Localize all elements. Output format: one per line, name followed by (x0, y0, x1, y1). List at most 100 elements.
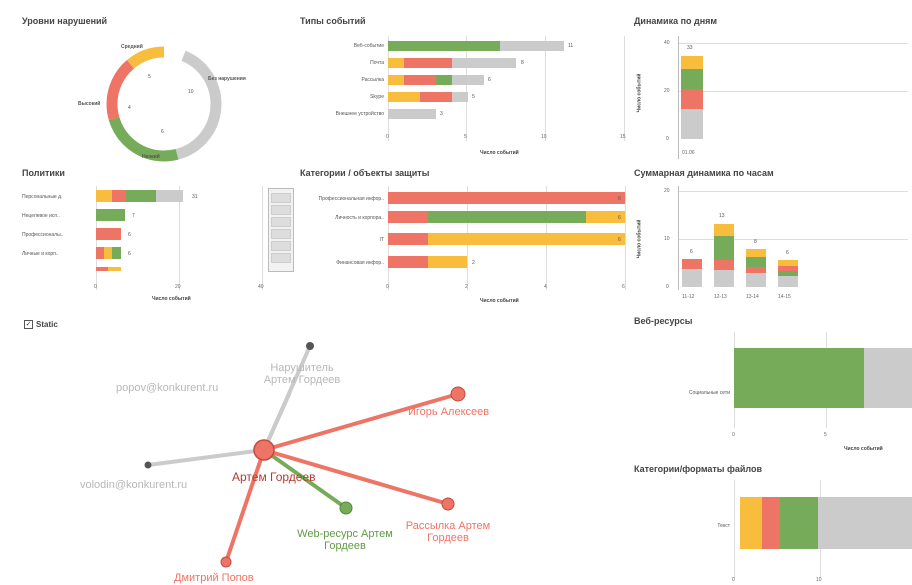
policies-panel: Политики Персональные д. 31 Нецелевое ис… (22, 168, 297, 308)
hourly-tick-10: 10 (664, 236, 670, 242)
category-axis-title: Число событий (480, 298, 519, 304)
hourly-value-14-15: 6 (786, 250, 789, 256)
policy-value-misuse: 7 (132, 213, 135, 219)
hourly-bar-13-14[interactable] (746, 249, 766, 287)
node-mailing (441, 497, 455, 511)
category-tick-4: 4 (544, 284, 547, 290)
type-value-device: 3 (440, 111, 443, 117)
categories-panel: Категории / объекты защиты Профессиональ… (300, 168, 630, 308)
hourly-bar-12-13[interactable] (714, 224, 734, 287)
node-volodin (144, 461, 152, 469)
event-types-panel: Типы событий Веб-событие 11 Почта 8 Расс… (300, 16, 630, 166)
hourly-bar-11-12[interactable] (682, 259, 702, 287)
web-tick-0: 0 (732, 432, 735, 438)
policy-axis-title: Число событий (152, 296, 191, 302)
level-label-low: Низкий (142, 154, 160, 160)
category-label-prof: Профессиональная инфор.. (318, 196, 384, 202)
daily-ylabel: Число событий (636, 73, 643, 113)
hourly-tick-0: 0 (666, 284, 669, 290)
type-bar-mail[interactable] (388, 58, 516, 68)
category-tick-0: 0 (386, 284, 389, 290)
hourly-title: Суммарная динамика по часам (634, 168, 774, 178)
daily-tick-0: 0 (666, 136, 669, 142)
type-label-web: Веб-событие (353, 43, 384, 49)
policy-tick-0: 0 (94, 284, 97, 290)
type-value-mailing: 6 (488, 77, 491, 83)
daily-bar[interactable] (681, 56, 703, 139)
files-bar-text[interactable] (740, 497, 912, 549)
policy-value-private: 6 (128, 251, 131, 257)
hourly-xlabel-12-13: 12-13 (714, 294, 727, 300)
hourly-bar-14-15[interactable] (778, 260, 798, 287)
node-center (253, 439, 275, 461)
web-bar-social[interactable] (734, 348, 912, 408)
category-bar-prof[interactable] (388, 192, 625, 204)
files-tick-10: 10 (816, 577, 822, 583)
web-title: Веб-ресурсы (634, 316, 693, 326)
categories-title: Категории / объекты защиты (300, 168, 430, 178)
daily-title: Динамика по дням (634, 16, 718, 26)
static-checkbox[interactable]: ✓ (24, 319, 33, 329)
policy-label-misuse: Нецелевое исп.. (22, 213, 60, 219)
violation-levels-donut[interactable] (22, 24, 272, 174)
level-value-low: 6 (161, 129, 164, 135)
policy-bar-prof[interactable] (96, 228, 121, 240)
level-value-medium: 5 (148, 74, 151, 80)
policy-bar-misuse[interactable] (96, 209, 125, 221)
policy-label-private: Личные и корп.. (22, 251, 59, 257)
type-label-mail: Почта (370, 60, 384, 66)
node-label-popov: popov@konkurent.ru (116, 382, 219, 394)
daily-tick-40: 40 (664, 40, 670, 46)
type-tick-10: 10 (541, 134, 547, 140)
category-bar-it[interactable] (388, 233, 625, 245)
policies-scrollbar[interactable] (268, 188, 294, 272)
node-label-web: Web-ресурс Артем Гордеев (297, 528, 393, 552)
policy-label-prof: Профессионалы.. (22, 232, 64, 238)
web-row-label: Социальные сети (688, 390, 730, 396)
type-tick-0: 0 (386, 134, 389, 140)
daily-xlabel: 01.06 (682, 150, 695, 156)
type-bar-device[interactable] (388, 109, 436, 119)
category-bar-fin[interactable] (388, 256, 467, 268)
web-axis-title: Число событий (844, 446, 883, 452)
node-label-alekseev: Игорь Алексеев (408, 406, 490, 418)
policy-value-personal: 31 (192, 194, 198, 200)
network-graph[interactable]: Артем Гордеев Нарушитель Артем Гордеев p… (0, 330, 630, 585)
static-checkbox-row[interactable]: ✓ Static (24, 318, 58, 330)
policy-tick-20: 20 (175, 284, 181, 290)
node-label-popov-name: Дмитрий Попов (174, 572, 254, 584)
category-tick-2: 2 (465, 284, 468, 290)
type-tick-5: 5 (464, 134, 467, 140)
event-types-title: Типы событий (300, 16, 366, 26)
network-edges (144, 342, 466, 568)
level-label-medium: Средний (121, 44, 143, 50)
category-bar-personal[interactable] (388, 211, 625, 223)
hourly-xlabel-13-14: 13-14 (746, 294, 759, 300)
type-bar-web[interactable] (388, 41, 564, 51)
category-value-fin: 2 (472, 260, 475, 266)
web-resources-panel: Веб-ресурсы Социальные сети 0 5 Число со… (634, 316, 912, 456)
hourly-value-11-12: 6 (690, 249, 693, 255)
daily-value: 33 (687, 45, 693, 51)
type-bar-mailing[interactable] (388, 75, 484, 85)
policies-title: Политики (22, 168, 65, 178)
node-label-volodin: volodin@konkurent.ru (80, 479, 188, 491)
node-label-center: Артем Гордеев (232, 470, 316, 484)
static-label: Static (36, 319, 58, 329)
type-label-mailing: Рассылка (361, 77, 384, 83)
file-categories-panel: Категории/форматы файлов Текст 0 10 (634, 464, 912, 585)
type-value-mail: 8 (521, 60, 524, 66)
type-bar-skype[interactable] (388, 92, 468, 102)
category-value-it: 6 (618, 237, 621, 243)
policy-bar-private[interactable] (96, 247, 121, 259)
files-row-label: Текст (717, 523, 730, 529)
type-axis-title: Число событий (480, 150, 519, 156)
type-value-skype: 5 (472, 94, 475, 100)
node-alekseev (450, 386, 466, 402)
policy-bar-personal[interactable] (96, 190, 183, 202)
type-tick-15: 15 (620, 134, 626, 140)
policy-bar-partial[interactable] (96, 267, 121, 271)
level-label-none: Без нарушения (208, 76, 246, 82)
web-tick-5: 5 (824, 432, 827, 438)
daily-panel: Динамика по дням Число событий 40 20 0 3… (634, 16, 912, 166)
